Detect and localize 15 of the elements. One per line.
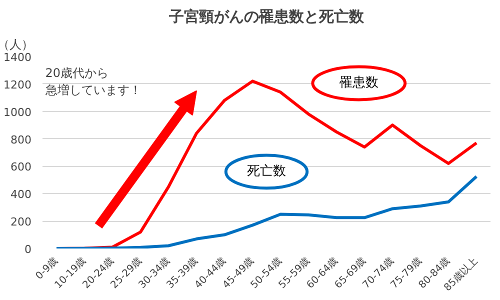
y-tick-label: 1000	[4, 106, 32, 119]
annotation: 20歳代から	[45, 66, 109, 80]
y-tick-label: 0	[24, 243, 32, 256]
y-tick-label: 600	[10, 160, 32, 174]
text: 罹患数	[338, 76, 378, 91]
y-tick-label: 1400	[4, 51, 32, 64]
chart-title: 子宮頸がんの罹患数と死亡数	[168, 8, 365, 26]
y-tick-label: 1200	[4, 78, 32, 92]
y-axis-title: （人）	[0, 38, 34, 52]
y-tick-label: 400	[10, 188, 32, 202]
annotation: 急増しています！	[44, 83, 142, 98]
line-series	[55, 175, 478, 248]
text: 死亡数	[247, 163, 286, 180]
y-tick-label: 800	[10, 133, 32, 146]
y-tick-label: 200	[10, 216, 32, 229]
